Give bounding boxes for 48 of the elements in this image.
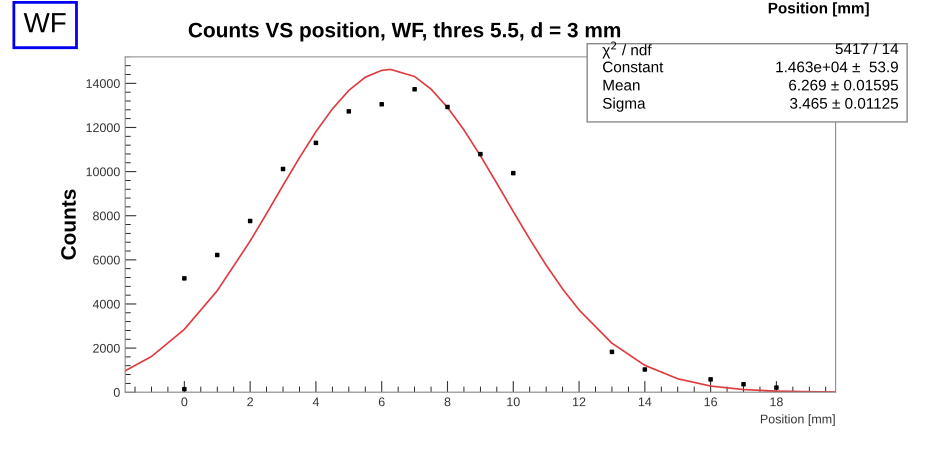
y-tick-label: 10000 xyxy=(86,167,120,176)
point xyxy=(511,170,516,176)
x-tick-label: 14 xyxy=(638,398,652,406)
x-tick-label: 8 xyxy=(444,397,450,406)
y-tick-label: 4000 xyxy=(92,300,120,309)
x-tick-label: 10 xyxy=(507,397,520,406)
annotation: 1.463e+04 ± 53.9 xyxy=(776,62,898,72)
x-tick-label: 4 xyxy=(312,398,320,406)
y-tick-label: 6000 xyxy=(93,256,120,264)
point xyxy=(379,102,384,107)
x-tick-label: 2 xyxy=(247,397,253,406)
text: Position [mm] xyxy=(768,2,869,17)
point xyxy=(741,382,746,387)
point xyxy=(215,252,220,258)
point xyxy=(248,218,252,224)
x-tick-label: 16 xyxy=(704,397,718,406)
annotation: χ$^{2}$ / ndf xyxy=(602,41,652,58)
point xyxy=(346,109,352,114)
point xyxy=(182,276,187,281)
point xyxy=(445,104,450,110)
annotation: 3.465 ± 0.01125 xyxy=(790,98,898,109)
point xyxy=(314,140,318,146)
point xyxy=(774,385,779,390)
y-tick-label: 12000 xyxy=(86,123,120,132)
annotation: Constant xyxy=(603,62,664,72)
y-tick-label: 0 xyxy=(114,388,120,397)
annotation: 6.269 ± 0.01595 xyxy=(789,80,898,91)
point xyxy=(182,386,187,392)
point xyxy=(412,87,417,92)
chart-title: Counts VS position, WF, thres 5.5, d = 3 mm xyxy=(188,22,620,42)
y-tick-label: 2000 xyxy=(93,344,120,353)
x-axis-title: Position [mm] xyxy=(760,414,835,426)
point xyxy=(610,350,614,354)
y-axis-title: Counts xyxy=(61,190,76,260)
x-tick-label: 6 xyxy=(378,397,385,406)
x-tick-label: 0 xyxy=(181,397,188,406)
text: WF xyxy=(24,13,66,32)
point xyxy=(478,152,483,156)
text: 5417 / 14 xyxy=(836,42,898,54)
point xyxy=(280,166,286,172)
annotation: Mean xyxy=(603,80,640,91)
x-tick-label: 18 xyxy=(770,397,783,406)
y-tick-label: 14000 xyxy=(86,79,120,88)
point xyxy=(708,377,713,382)
y-tick-label: 8000 xyxy=(93,212,120,220)
x-tick-label: 12 xyxy=(573,397,586,406)
annotation: Sigma xyxy=(602,98,646,112)
point xyxy=(642,367,648,372)
